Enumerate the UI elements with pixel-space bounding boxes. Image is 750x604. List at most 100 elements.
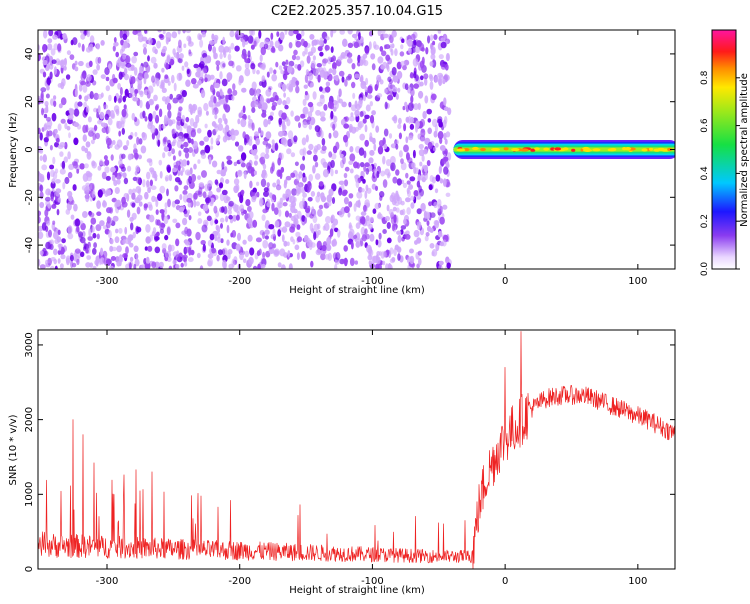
spectrogram-speckle: [285, 59, 289, 65]
spectrogram-speckle: [234, 141, 240, 147]
spectrogram-speckle: [62, 182, 66, 190]
spectrogram-signal-peak: [648, 147, 654, 151]
spectrogram-speckle: [439, 164, 442, 174]
spectrogram-speckle: [391, 116, 397, 122]
spectrogram-speckle: [338, 187, 343, 196]
spectrogram-speckle: [240, 162, 246, 168]
spectrogram-speckle: [413, 190, 419, 197]
spectrogram-speckle: [202, 191, 207, 199]
spectrogram-speckle: [158, 108, 163, 118]
spectrogram-speckle: [359, 111, 364, 118]
spectrogram-speckle: [325, 244, 332, 252]
spectrogram-speckle: [296, 183, 302, 190]
spectrogram-speckle: [171, 128, 175, 138]
spectrogram-speckle: [301, 251, 306, 260]
spectrogram-speckle: [313, 231, 317, 241]
spectrogram-speckle: [139, 65, 144, 73]
spectrogram-speckle: [107, 117, 113, 126]
spectrogram-speckle: [343, 172, 348, 179]
spectrogram-speckle: [165, 250, 169, 258]
spectrogram-speckle: [279, 152, 284, 160]
spectrogram-speckle: [218, 45, 225, 53]
spectrogram-speckle: [390, 155, 396, 165]
spectrogram-speckle: [360, 81, 366, 86]
spectrogram-speckle: [404, 101, 408, 108]
spectrogram-speckle: [151, 75, 155, 83]
spectrogram-speckle: [251, 30, 256, 36]
spectrogram-speckle: [61, 160, 66, 170]
spectrogram-speckle: [118, 130, 122, 137]
spectrogram-speckle: [133, 148, 138, 155]
spectrogram-speckle: [162, 152, 166, 159]
spectrogram-speckle: [156, 219, 161, 226]
spectrogram-x-tick-label: -100: [361, 276, 384, 287]
spectrogram-speckle: [331, 153, 337, 160]
spectrogram-speckle: [237, 169, 243, 177]
spectrogram-speckle: [124, 92, 128, 98]
spectrogram-speckle: [177, 135, 183, 142]
spectrogram-speckle: [181, 159, 188, 167]
spectrogram-speckle: [178, 72, 182, 81]
spectrogram-speckle: [348, 125, 353, 133]
spectrogram-speckle: [188, 147, 194, 153]
spectrogram-speckle: [423, 148, 428, 155]
spectrogram-speckle: [430, 34, 434, 41]
spectrogram-speckle: [219, 193, 225, 202]
spectrogram-speckle: [284, 30, 288, 36]
spectrogram-speckle: [262, 163, 267, 170]
spectrogram-speckle: [208, 43, 212, 52]
spectrogram-speckle: [322, 225, 326, 231]
spectrogram-speckle: [364, 162, 370, 168]
spectrogram-speckle: [117, 97, 122, 104]
spectrogram-speckle: [122, 54, 126, 60]
spectrogram-speckle: [311, 40, 315, 47]
spectrogram-speckle: [145, 224, 151, 233]
spectrogram-speckle: [338, 209, 345, 218]
spectrogram-speckle: [220, 177, 224, 184]
spectrogram-speckle: [388, 208, 394, 216]
spectrogram-speckle: [133, 143, 137, 150]
spectrogram-speckle: [216, 91, 220, 98]
spectrogram-speckle: [391, 66, 397, 76]
spectrogram-speckle: [376, 170, 380, 179]
spectrogram-speckle: [89, 35, 95, 44]
spectrogram-speckle: [159, 84, 165, 89]
spectrogram-speckle: [74, 88, 78, 97]
spectrogram-speckle: [440, 41, 447, 49]
spectrogram-speckle: [193, 121, 198, 129]
spectrogram-speckle: [49, 144, 53, 151]
spectrogram-speckle: [364, 228, 368, 235]
spectrogram-speckle: [159, 171, 163, 179]
spectrogram-speckle: [238, 146, 244, 152]
spectrogram-speckle: [60, 118, 66, 124]
spectrogram-speckle: [283, 139, 289, 147]
spectrogram-speckle: [214, 179, 219, 185]
spectrogram-y-label: Frequency (Hz): [8, 112, 19, 188]
spectrogram-speckle: [384, 88, 388, 94]
spectrogram-speckle: [137, 83, 142, 91]
spectrogram-speckle: [405, 172, 409, 179]
spectrogram-speckle: [418, 90, 424, 99]
spectrogram-speckle: [161, 243, 167, 250]
spectrogram-speckle: [195, 114, 200, 124]
spectrogram-speckle: [108, 265, 115, 269]
spectrogram-speckle: [167, 80, 171, 86]
spectrogram-speckle: [100, 40, 105, 46]
spectrogram-speckle: [57, 43, 62, 52]
spectrogram-speckle: [418, 149, 425, 157]
spectrogram-speckle: [272, 182, 277, 188]
spectrogram-speckle: [294, 161, 299, 167]
spectrogram-speckle: [362, 94, 366, 102]
spectrogram-speckle: [388, 133, 393, 139]
spectrogram-speckle: [261, 112, 267, 118]
spectrogram-speckle: [95, 224, 102, 232]
spectrogram-speckle: [192, 84, 199, 89]
spectrogram-speckle: [304, 217, 307, 224]
spectrogram-speckle: [131, 202, 136, 208]
spectrogram-speckle: [296, 224, 301, 230]
spectrogram-speckle: [204, 77, 208, 83]
spectrogram-speckle: [175, 222, 181, 229]
spectrogram-speckle: [69, 108, 75, 116]
snr-background: [38, 330, 675, 569]
spectrogram-speckle: [227, 248, 233, 255]
